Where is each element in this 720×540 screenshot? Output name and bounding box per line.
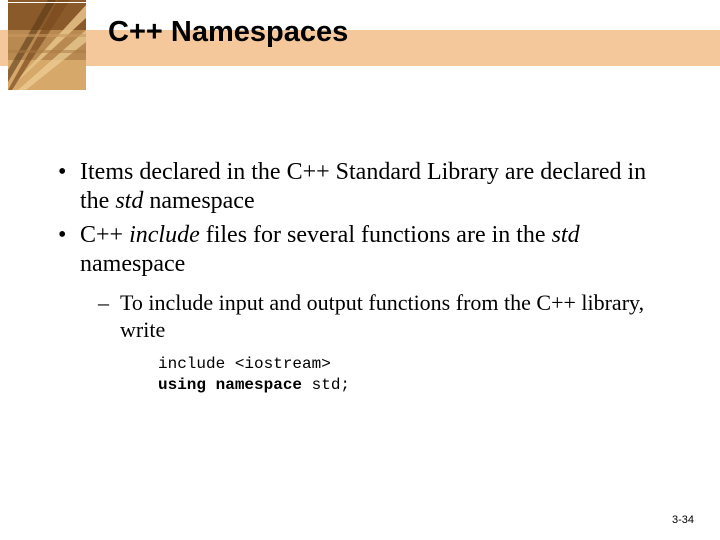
sub-bullet-text: To include input and output functions fr… <box>120 290 644 342</box>
bullet-item: •C++ include files for several functions… <box>58 221 666 280</box>
slide-body: •Items declared in the C++ Standard Libr… <box>58 158 666 397</box>
code-line: include <iostream> <box>158 354 666 376</box>
bullet-text: files for several functions are in the <box>200 222 552 248</box>
bullet-text: namespace <box>143 188 254 214</box>
slide-number: 3-34 <box>672 514 694 526</box>
code-block: include <iostream> using namespace std; <box>158 354 666 397</box>
bullet-marker: • <box>58 221 80 250</box>
slide-title: C++ Namespaces <box>108 16 348 49</box>
code-line: using namespace std; <box>158 375 666 397</box>
bullet-marker: • <box>58 158 80 187</box>
code-text: std; <box>312 376 350 394</box>
bullet-text: namespace <box>80 251 185 277</box>
bullet-text-italic: std <box>115 188 143 214</box>
slide: C++ Namespaces •Items declared in the C+… <box>0 0 720 540</box>
bullet-text: C++ <box>80 222 129 248</box>
bullet-text-italic: std <box>552 222 580 248</box>
bullet-item: •Items declared in the C++ Standard Libr… <box>58 158 666 217</box>
header-decorative-image <box>8 0 86 90</box>
code-keyword: using namespace <box>158 376 312 394</box>
sub-bullet-marker: – <box>98 289 120 316</box>
sub-bullet-item: –To include input and output functions f… <box>98 289 666 344</box>
bullet-text-italic: include <box>129 222 200 248</box>
